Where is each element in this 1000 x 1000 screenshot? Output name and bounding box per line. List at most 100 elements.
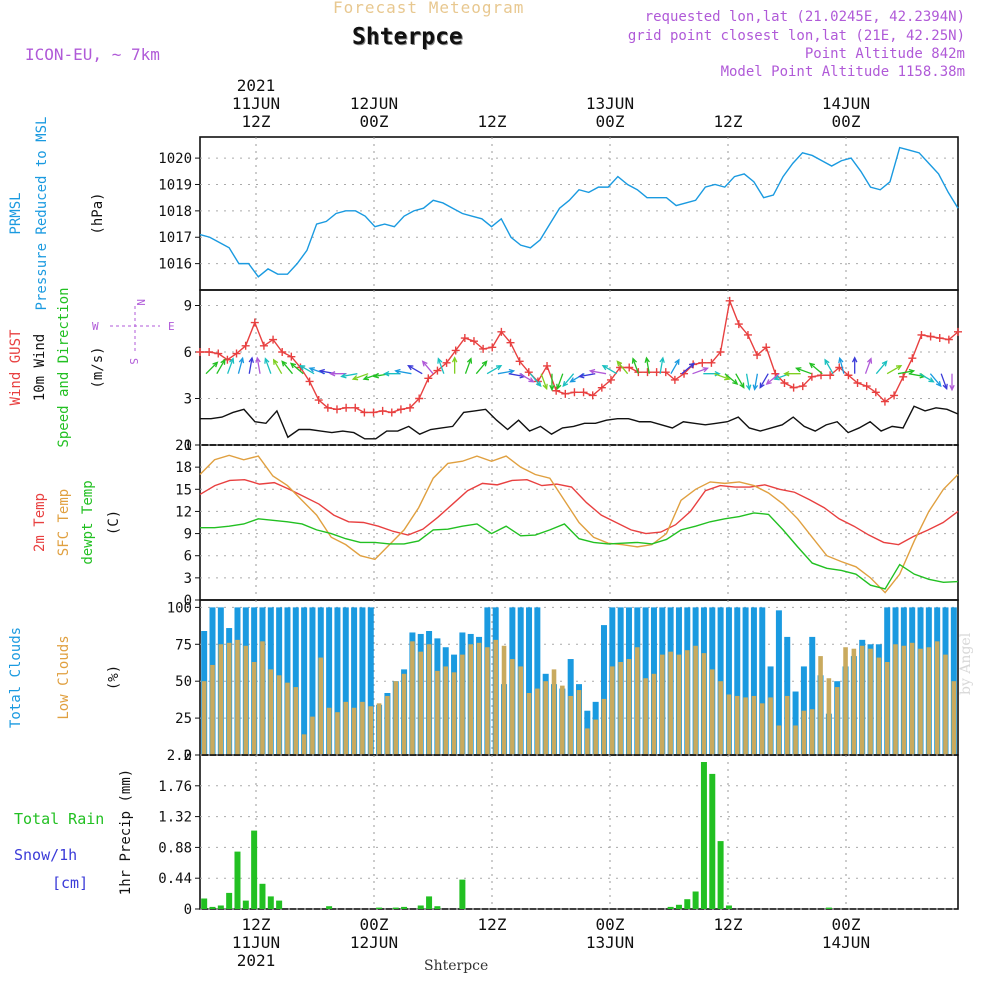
- y-tick-label-wind: 0: [184, 438, 192, 454]
- bottom-time-label: 00Z: [832, 915, 861, 934]
- wind-arrowhead: [528, 377, 535, 383]
- gust-marker: [314, 396, 323, 405]
- wind-arrowhead: [562, 380, 569, 388]
- wind-arrow: [562, 373, 575, 387]
- y-tick-label-precip: 2.2: [167, 748, 192, 764]
- wind-arrowhead: [238, 356, 245, 364]
- series-line-dewpt-temp: [200, 512, 959, 590]
- bar-clouds: [309, 607, 316, 755]
- gust-marker: [415, 394, 424, 403]
- wind-arrow: [248, 357, 253, 374]
- y-tick-label-precip: 0: [184, 902, 192, 918]
- bottom-time-label: 2021: [237, 951, 276, 970]
- bottom-time-label: 00Z: [360, 915, 389, 934]
- bar-precip: [717, 841, 724, 909]
- bar-clouds: [284, 607, 291, 755]
- wind-arrow: [616, 361, 629, 375]
- wind-arrowhead: [765, 379, 772, 385]
- bar-precip: [675, 904, 682, 909]
- gust-marker: [424, 374, 433, 383]
- bar-clouds: [410, 641, 415, 755]
- bar-clouds: [843, 647, 848, 755]
- model-altitude: Model Point Altitude 1158.38m: [720, 64, 965, 80]
- wind-arrow: [929, 373, 942, 387]
- top-time-label: 2021: [237, 76, 276, 95]
- top-time-label: 11JUN: [232, 94, 280, 113]
- wind-arrow: [824, 359, 834, 375]
- gust-marker: [707, 358, 716, 367]
- series-line-sfc-temp: [199, 454, 959, 594]
- y-tick-label-temp: 9: [184, 527, 192, 543]
- wind-arrowhead: [329, 370, 336, 377]
- wind-arrowhead: [220, 358, 226, 365]
- bar-clouds: [210, 664, 215, 755]
- bottom-time-label: 14JUN: [822, 933, 870, 952]
- gust-marker: [597, 383, 606, 392]
- panel-label: SFC Temp: [56, 489, 72, 556]
- gust-marker: [269, 335, 278, 344]
- wind-arrow: [352, 373, 369, 380]
- wind-arrow: [864, 358, 872, 374]
- bar-clouds: [301, 734, 307, 755]
- wind-arrow: [540, 373, 548, 389]
- bar-clouds: [342, 607, 349, 755]
- wind-arrow: [897, 370, 914, 375]
- bar-clouds: [801, 710, 807, 755]
- bar-clouds: [826, 678, 832, 755]
- gust-marker: [232, 349, 241, 358]
- gust-marker: [588, 391, 597, 400]
- wind-arrowhead: [928, 377, 935, 383]
- bar-clouds: [600, 625, 607, 755]
- bar-precip: [326, 906, 333, 909]
- model-label: ICON-EU, ~ 7km: [25, 45, 160, 64]
- legend-snow-unit: [cm]: [52, 874, 88, 892]
- wind-arrowhead: [248, 356, 255, 363]
- wind-arrow: [670, 359, 680, 375]
- bar-clouds: [626, 659, 632, 755]
- wind-arrowhead: [383, 370, 390, 377]
- gust-marker: [214, 349, 223, 358]
- gust-marker: [935, 334, 944, 343]
- gust-marker: [625, 363, 634, 372]
- y-tick-label-precip: 0.88: [158, 840, 192, 856]
- wind-arrow: [875, 361, 888, 375]
- bar-clouds: [318, 657, 324, 755]
- wind-arrow: [264, 358, 272, 374]
- wind-arrowhead: [281, 360, 288, 367]
- bar-clouds: [376, 703, 382, 755]
- bar-clouds: [759, 703, 765, 755]
- wind-arrow: [745, 373, 750, 390]
- bar-clouds: [501, 645, 507, 755]
- top-time-label: 12Z: [242, 112, 271, 131]
- bar-precip: [667, 906, 674, 909]
- gust-marker: [506, 338, 515, 347]
- wind-arrow: [919, 373, 934, 383]
- bar-clouds: [643, 678, 648, 755]
- requested-coords: requested lon,lat (21.0245E, 42.2394N): [644, 9, 965, 25]
- bar-clouds: [743, 697, 748, 755]
- gust-marker: [369, 408, 378, 417]
- gust-marker: [579, 388, 588, 397]
- panel-label: Low Clouds: [56, 635, 72, 719]
- wind-arrow: [216, 359, 226, 375]
- top-time-label: 00Z: [360, 112, 389, 131]
- bar-clouds: [576, 690, 582, 755]
- bar-clouds: [551, 669, 557, 755]
- wind-arrowhead: [601, 364, 609, 371]
- wind-arrow: [908, 373, 925, 378]
- wind-arrow: [486, 365, 502, 375]
- wind-arrowhead: [212, 361, 219, 368]
- wind-arrowhead: [318, 368, 325, 375]
- panel-label: 1hr Precip (mm): [118, 769, 134, 895]
- wind-arrowhead: [577, 373, 585, 379]
- bar-precip: [392, 907, 399, 909]
- wind-arrowhead: [437, 357, 443, 364]
- bar-clouds: [493, 639, 498, 755]
- gust-marker: [469, 337, 478, 346]
- wind-arrow: [290, 362, 304, 375]
- y-tick-label-pressure: 1016: [158, 257, 192, 273]
- wind-arrowhead: [542, 383, 548, 391]
- bar-clouds: [934, 641, 940, 755]
- wind-arrowhead: [949, 384, 955, 392]
- y-tick-label-precip: 0.44: [158, 871, 192, 887]
